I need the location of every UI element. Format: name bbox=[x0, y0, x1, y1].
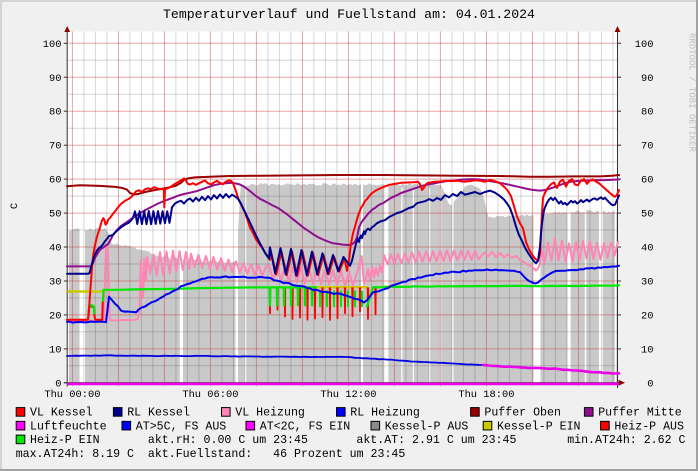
svg-text:C: C bbox=[9, 203, 21, 209]
svg-text:30: 30 bbox=[641, 276, 653, 288]
svg-text:80: 80 bbox=[641, 107, 653, 119]
svg-text:max.AT24h: 8.19 C: max.AT24h: 8.19 C bbox=[16, 448, 134, 461]
svg-text:50: 50 bbox=[49, 209, 61, 221]
svg-text:akt.rH: 0.00 C um 23:45: akt.rH: 0.00 C um 23:45 bbox=[148, 434, 308, 447]
svg-text:Temperaturverlauf und Fuellsta: Temperaturverlauf und Fuellstand am: 04.… bbox=[163, 7, 535, 22]
svg-text:Thu 06:00: Thu 06:00 bbox=[182, 389, 238, 401]
svg-text:RRDTOOL / TOBI OETIKER: RRDTOOL / TOBI OETIKER bbox=[687, 33, 697, 152]
svg-text:100: 100 bbox=[43, 39, 62, 51]
svg-text:AT>5C, FS AUS: AT>5C, FS AUS bbox=[136, 420, 226, 433]
svg-text:Heiz-P AUS: Heiz-P AUS bbox=[614, 420, 684, 433]
svg-text:80: 80 bbox=[49, 107, 61, 119]
svg-text:Thu 12:00: Thu 12:00 bbox=[320, 389, 376, 401]
svg-text:30: 30 bbox=[49, 276, 61, 288]
svg-text:70: 70 bbox=[49, 141, 61, 153]
svg-text:90: 90 bbox=[641, 73, 653, 85]
svg-text:Thu 18:00: Thu 18:00 bbox=[458, 389, 514, 401]
svg-text:60: 60 bbox=[641, 175, 653, 187]
svg-text:10: 10 bbox=[49, 344, 61, 356]
svg-text:RL Heizung: RL Heizung bbox=[350, 407, 420, 420]
svg-text:0: 0 bbox=[647, 378, 653, 390]
svg-text:RL Kessel: RL Kessel bbox=[127, 407, 190, 420]
svg-text:70: 70 bbox=[641, 141, 653, 153]
svg-text:Puffer Mitte: Puffer Mitte bbox=[598, 407, 682, 420]
svg-text:Puffer Oben: Puffer Oben bbox=[484, 407, 561, 420]
svg-text:20: 20 bbox=[641, 310, 653, 322]
svg-text:akt.Fuellstand: 46 Prozent u: akt.Fuellstand: 46 Prozent um 23:45 bbox=[148, 448, 405, 461]
svg-text:VL Heizung: VL Heizung bbox=[235, 407, 305, 420]
svg-text:Luftfeuchte: Luftfeuchte bbox=[30, 420, 107, 433]
svg-text:10: 10 bbox=[641, 344, 653, 356]
svg-text:100: 100 bbox=[635, 39, 654, 51]
svg-text:min.AT24h: 2.62 C: min.AT24h: 2.62 C bbox=[567, 434, 685, 447]
svg-text:AT<2C, FS EIN: AT<2C, FS EIN bbox=[260, 420, 350, 433]
svg-text:Kessel-P AUS: Kessel-P AUS bbox=[385, 420, 469, 433]
svg-text:0: 0 bbox=[55, 378, 61, 390]
svg-text:Kessel-P EIN: Kessel-P EIN bbox=[497, 420, 581, 433]
svg-text:40: 40 bbox=[49, 243, 61, 255]
svg-text:VL Kessel: VL Kessel bbox=[30, 407, 93, 420]
svg-text:Thu 00:00: Thu 00:00 bbox=[44, 389, 100, 401]
svg-text:60: 60 bbox=[49, 175, 61, 187]
svg-text:90: 90 bbox=[49, 73, 61, 85]
svg-text:50: 50 bbox=[641, 209, 653, 221]
svg-text:akt.AT: 2.91 C um 23:45: akt.AT: 2.91 C um 23:45 bbox=[356, 434, 516, 447]
svg-text:20: 20 bbox=[49, 310, 61, 322]
svg-text:Heiz-P EIN: Heiz-P EIN bbox=[30, 434, 100, 447]
svg-text:40: 40 bbox=[641, 243, 653, 255]
